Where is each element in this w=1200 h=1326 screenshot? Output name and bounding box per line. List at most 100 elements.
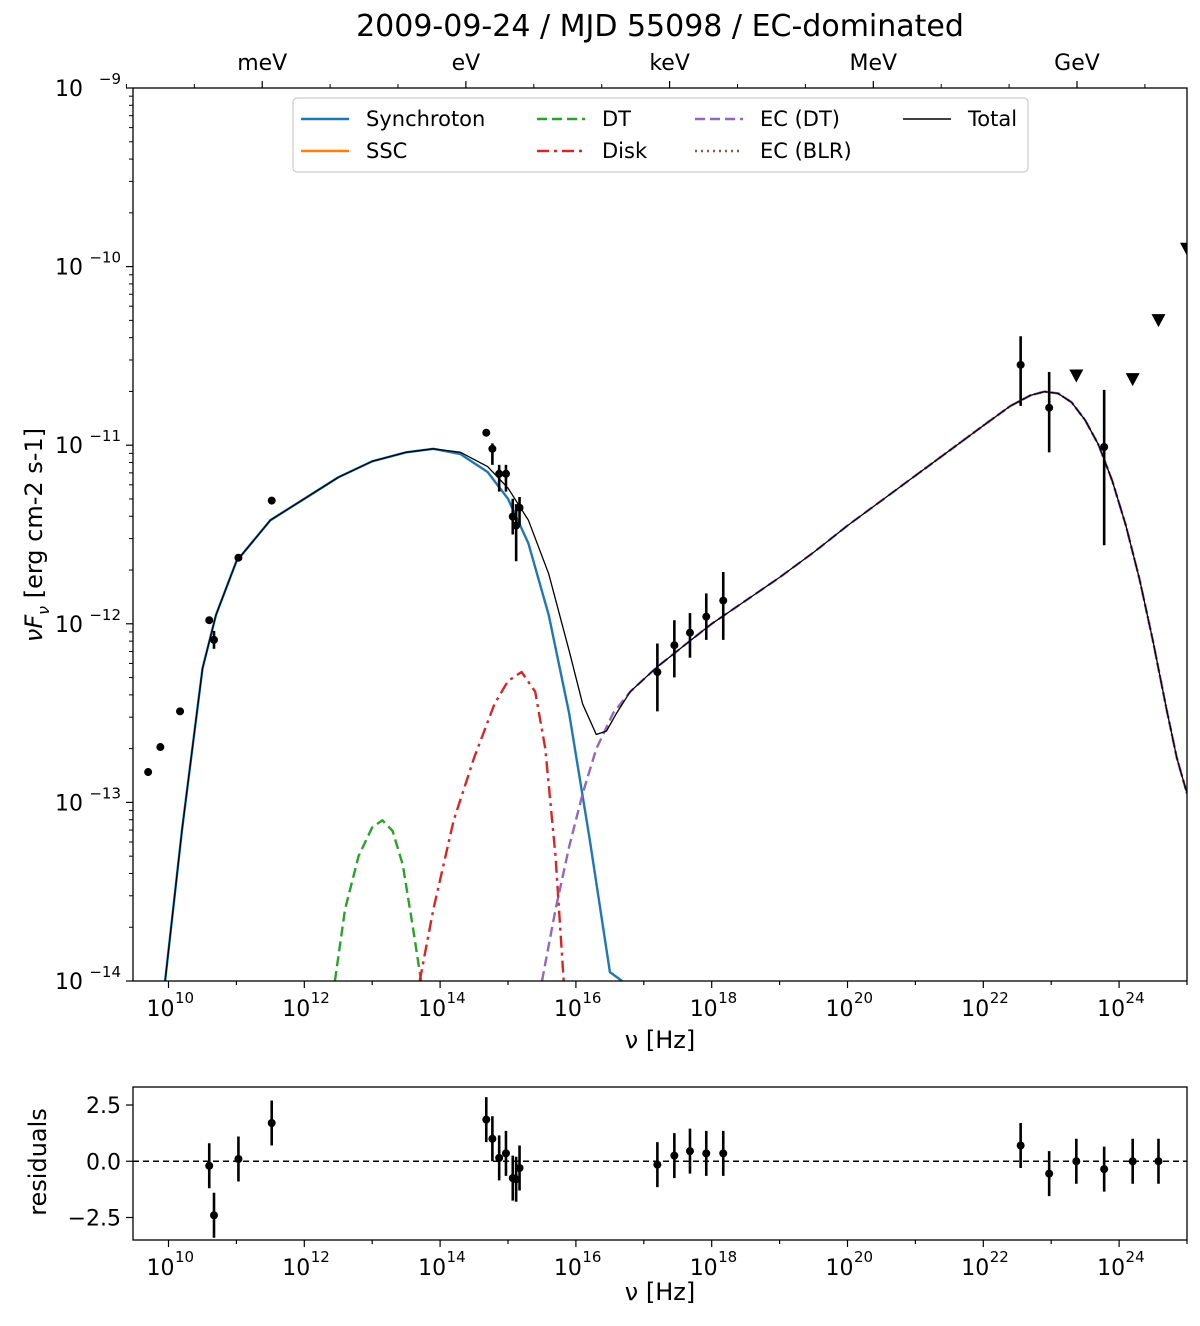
res-x-tick-exponent: 20 xyxy=(854,1248,873,1266)
legend-label-synchroton: Synchroton xyxy=(366,107,485,131)
y-tick-exponent: −14 xyxy=(89,963,121,981)
res-x-tick-exponent: 16 xyxy=(582,1248,601,1266)
residual-point xyxy=(209,1211,218,1220)
res-x-tick-label: 10 xyxy=(418,1256,446,1281)
res-x-tick-exponent: 12 xyxy=(311,1248,330,1266)
x-tick-exponent: 10 xyxy=(175,989,194,1007)
legend: Synchroton SSC DT Disk EC (DT) EC (BLR) Total xyxy=(292,97,1029,173)
top-tick-label: eV xyxy=(452,51,481,76)
data-point xyxy=(209,635,218,644)
res-x-tick-label: 10 xyxy=(147,1256,175,1281)
x-tick-label: 10 xyxy=(690,997,718,1022)
energy-axis-top: meV eV keV MeV GeV xyxy=(125,51,1146,88)
residuals-plot: 10 10 10 12 10 14 10 16 10 18 10 20 10 22 10 242.50.0−2… xyxy=(24,1086,1188,1306)
y-tick-exponent: −10 xyxy=(89,249,121,267)
main-plot-frame xyxy=(132,87,1188,982)
curve-synchroton xyxy=(163,447,623,981)
y-tick-label: 10 xyxy=(55,434,83,459)
res-x-tick-exponent: 18 xyxy=(718,1248,737,1266)
data-point xyxy=(512,521,521,530)
residuals-plot-frame xyxy=(132,1086,1188,1241)
main-ylabel: νFν [erg cm-2 s-1] xyxy=(20,428,53,642)
x-tick-exponent: 16 xyxy=(582,989,601,1007)
x-tick-label: 10 xyxy=(961,997,989,1022)
chart-title: 2009-09-24 / MJD 55098 / EC-dominated xyxy=(356,9,964,44)
data-point xyxy=(508,512,517,521)
residual-point xyxy=(1100,1165,1109,1174)
ylabel-subscript: ν xyxy=(34,606,53,615)
res-x-tick-label: 10 xyxy=(690,1256,718,1281)
data-point xyxy=(501,469,510,478)
x-tick-exponent: 14 xyxy=(447,989,466,1007)
residual-points xyxy=(205,1097,1163,1238)
data-point xyxy=(685,628,694,637)
top-tick-label: GeV xyxy=(1054,51,1100,76)
legend-label-total: Total xyxy=(967,107,1017,131)
res-y-tick-label: 0.0 xyxy=(86,1150,121,1175)
curve-disk xyxy=(418,670,565,981)
data-point xyxy=(488,444,497,453)
residual-point xyxy=(1016,1141,1025,1150)
y-tick-label: 10 xyxy=(55,791,83,816)
legend-label-ec-blr: EC (BLR) xyxy=(760,139,852,163)
x-tick-label: 10 xyxy=(282,997,310,1022)
data-point xyxy=(176,707,185,716)
res-x-tick-label: 10 xyxy=(1097,1256,1125,1281)
residual-point xyxy=(653,1160,662,1169)
residual-point xyxy=(1154,1157,1163,1166)
curve-ec-blr xyxy=(914,390,1187,794)
residual-point xyxy=(267,1119,276,1127)
data-point xyxy=(515,503,524,512)
x-tick-label: 10 xyxy=(418,997,446,1022)
curve-dt xyxy=(333,819,423,981)
data-point xyxy=(1100,442,1109,451)
res-x-tick-exponent: 14 xyxy=(447,1248,466,1266)
x-tick-label: 10 xyxy=(554,997,582,1022)
res-x-tick-label: 10 xyxy=(961,1256,989,1281)
residual-point xyxy=(501,1149,510,1158)
data-point xyxy=(267,496,276,505)
res-x-tick-exponent: 10 xyxy=(175,1248,194,1266)
x-tick-label: 10 xyxy=(1097,997,1125,1022)
upper-limit-marker xyxy=(1180,242,1187,256)
res-x-tick-exponent: 22 xyxy=(990,1248,1009,1266)
x-tick-exponent: 18 xyxy=(718,989,737,1007)
data-point xyxy=(719,596,728,605)
residual-point xyxy=(685,1147,694,1156)
residual-point xyxy=(670,1151,679,1160)
data-point xyxy=(1045,403,1054,412)
y-tick-exponent: −11 xyxy=(89,427,121,445)
residuals-xlabel: ν [Hz] xyxy=(625,1278,695,1306)
legend-label-ec-dt: EC (DT) xyxy=(760,107,840,131)
legend-label-dt: DT xyxy=(602,107,631,131)
data-point xyxy=(144,768,153,777)
data-point xyxy=(1016,360,1025,369)
data-point xyxy=(156,743,165,752)
res-y-tick-label: −2.5 xyxy=(68,1207,121,1232)
y-tick-exponent: −13 xyxy=(89,784,121,802)
residual-point xyxy=(234,1155,243,1163)
legend-label-disk: Disk xyxy=(602,139,648,163)
residual-point xyxy=(512,1175,521,1184)
x-tick-exponent: 22 xyxy=(990,989,1009,1007)
x-tick-exponent: 12 xyxy=(311,989,330,1007)
res-x-tick-label: 10 xyxy=(826,1256,854,1281)
upper-limit-marker xyxy=(1069,369,1084,383)
res-x-tick-exponent: 24 xyxy=(1126,1248,1145,1266)
residual-point xyxy=(719,1149,728,1158)
residual-point xyxy=(702,1149,711,1158)
model-curves xyxy=(163,390,1187,981)
data-point xyxy=(702,612,711,621)
y-tick-exponent: −9 xyxy=(99,70,121,88)
ylabel-nu: νF xyxy=(20,614,48,642)
residual-point xyxy=(495,1153,504,1162)
upper-limit-marker xyxy=(1125,373,1140,387)
residual-point xyxy=(515,1164,524,1172)
residual-point xyxy=(1072,1157,1081,1166)
ylabel-units: [erg cm-2 s-1] xyxy=(20,428,48,606)
res-x-tick-label: 10 xyxy=(282,1256,310,1281)
res-x-tick-label: 10 xyxy=(554,1256,582,1281)
